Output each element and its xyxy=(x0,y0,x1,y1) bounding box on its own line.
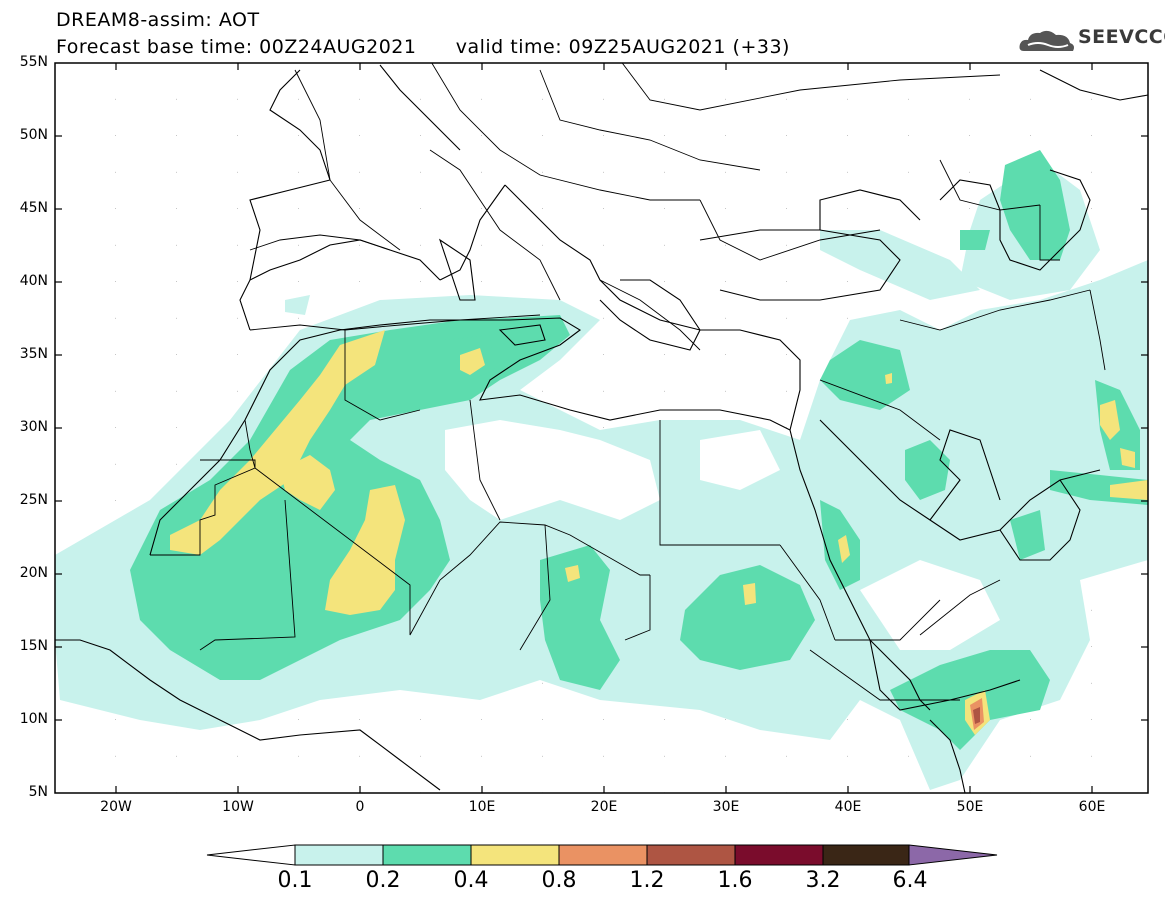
lat-label: 55N xyxy=(19,54,48,70)
logo-text: SEEVCCC xyxy=(1078,26,1165,48)
colorbar-label: 0.1 xyxy=(277,868,313,893)
colorbar-bin-4 xyxy=(558,844,648,866)
colorbar-label: 0.4 xyxy=(453,868,489,893)
axis-ticks xyxy=(55,63,1148,793)
colorbar-bin-3 xyxy=(470,844,560,866)
lat-label: 45N xyxy=(19,200,48,216)
country-borders xyxy=(150,63,1106,701)
cloud-icon xyxy=(1019,30,1074,51)
lon-label: 20E xyxy=(590,799,618,815)
lon-label: 30E xyxy=(712,799,740,815)
colorbar-label: 6.4 xyxy=(892,868,928,893)
colorbar-bin-1 xyxy=(294,844,384,866)
lon-label: 40E xyxy=(834,799,862,815)
lat-label: 15N xyxy=(19,638,48,654)
colorbar-bin-6 xyxy=(734,844,824,866)
lon-label: 50E xyxy=(956,799,984,815)
lat-label: 50N xyxy=(19,127,48,143)
colorbar-label: 3.2 xyxy=(805,868,841,893)
lon-label: 20W xyxy=(100,799,132,815)
lon-label: 0 xyxy=(355,799,365,815)
colorbar-label: 1.2 xyxy=(629,868,665,893)
colorbar-bin-5 xyxy=(646,844,736,866)
colorbar-label: 0.8 xyxy=(541,868,577,893)
lat-label: 10N xyxy=(19,711,48,727)
colorbar-label: 0.2 xyxy=(365,868,401,893)
lat-label: 35N xyxy=(19,346,48,362)
aot-field xyxy=(55,150,1148,790)
lon-label: 10E xyxy=(468,799,496,815)
lat-label: 25N xyxy=(19,492,48,508)
coastlines xyxy=(55,64,1148,793)
forecast-time-line: Forecast base time: 00Z24AUG2021 valid t… xyxy=(56,36,790,58)
chart-title: DREAM8-assim: AOT xyxy=(56,9,260,31)
lat-label: 30N xyxy=(19,419,48,435)
lon-label: 60E xyxy=(1078,799,1106,815)
colorbar xyxy=(206,844,998,866)
lat-label: 5N xyxy=(28,784,48,800)
colorbar-label: 1.6 xyxy=(717,868,753,893)
lat-label: 40N xyxy=(19,273,48,289)
lon-label: 10W xyxy=(222,799,254,815)
colorbar-low-arrow xyxy=(206,844,296,866)
lat-label: 20N xyxy=(19,565,48,581)
colorbar-high-arrow xyxy=(908,844,998,866)
colorbar-bin-2 xyxy=(382,844,472,866)
colorbar-bin-7 xyxy=(822,844,910,866)
